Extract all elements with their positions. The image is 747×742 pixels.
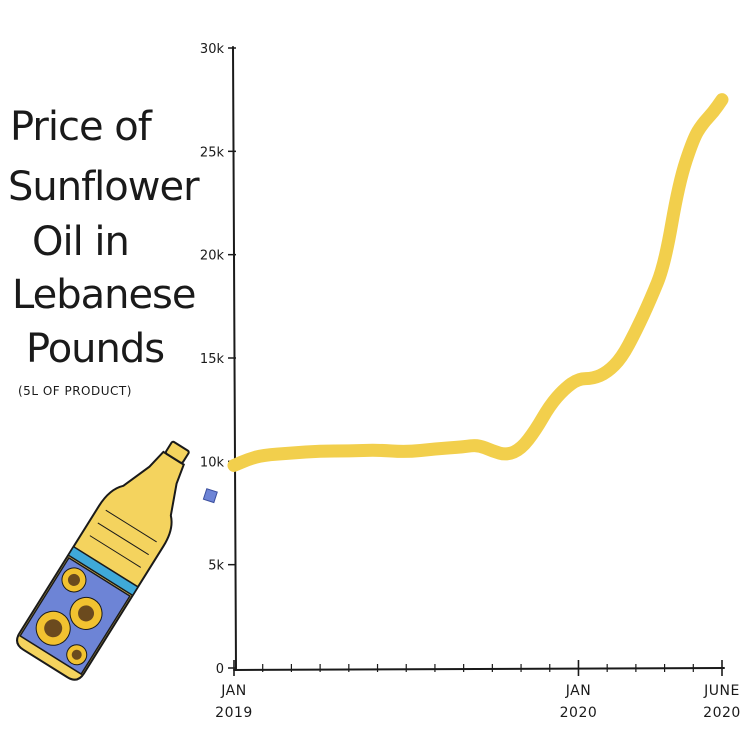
x-tick-label-year: 2020 (703, 705, 741, 721)
x-tick-label-month: JUNE (703, 683, 740, 699)
y-tick-label: 25k (200, 145, 225, 160)
chart-title: Price of Sunflower Oil in Lebanese Pound… (8, 104, 201, 398)
title-line-2: Sunflower (8, 164, 200, 210)
y-tick-label: 10k (200, 455, 225, 470)
x-ticks: JAN 2019 JAN 2020 JUNE 2020 (215, 660, 741, 721)
y-tick-label: 20k (200, 249, 225, 264)
sunflower-icon (66, 644, 88, 666)
y-tick-label: 15k (200, 352, 225, 367)
x-axis-line (233, 667, 725, 671)
title-line-1: Price of (10, 104, 153, 150)
oil-bottle-icon (16, 440, 190, 681)
x-tick-label-year: 2019 (215, 705, 253, 721)
axes: 0 5k 10k 15k 20k 25k 30k JAN 2019 JAN 2020 JUNE 202… (200, 42, 741, 721)
x-tick-label-month: JAN (565, 683, 591, 699)
x-tick-label-month: JAN (220, 683, 246, 699)
y-tick-label: 0 (216, 662, 224, 677)
title-line-3: Oil in (32, 219, 129, 265)
series-line-price (227, 93, 729, 472)
sunflower-icon (69, 596, 103, 630)
y-tick-label: 30k (200, 42, 225, 57)
sunflower-icon (61, 567, 87, 593)
x-tick-label-year: 2020 (560, 705, 598, 721)
y-ticks: 0 5k 10k 15k 20k 25k 30k (200, 42, 236, 677)
chart-subtitle: (5L OF PRODUCT) (18, 384, 132, 398)
y-tick-label: 5k (208, 559, 224, 574)
title-line-4: Lebanese (12, 272, 196, 318)
title-line-5: Pounds (26, 326, 164, 372)
sunflower-icon (35, 610, 71, 646)
oil-drop-icon (202, 488, 218, 504)
